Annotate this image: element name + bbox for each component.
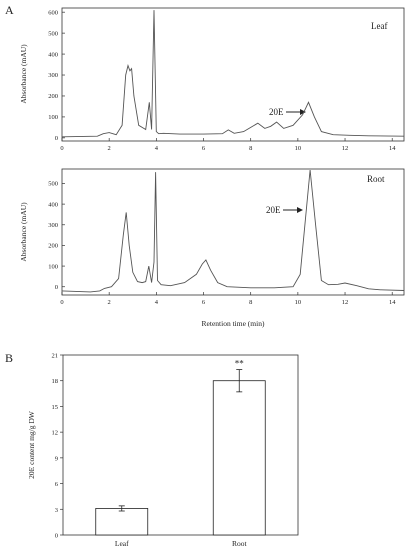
- leaf-20e-arrow-head: [300, 109, 306, 115]
- leaf-ytick-label: 0: [55, 135, 58, 142]
- bar-leaf: [95, 508, 149, 536]
- bar-ytick-label: 15: [52, 404, 59, 411]
- root-frame: [61, 168, 405, 296]
- root-xtick-label: 0: [60, 299, 63, 306]
- panel-a-label: A: [5, 3, 14, 17]
- root-trace: [61, 169, 405, 293]
- leaf-ytick-label: 400: [48, 51, 58, 58]
- root-ylabel: Absorbance (mAU): [19, 202, 28, 262]
- leaf-ytick-label: 200: [48, 93, 58, 100]
- root-xlabel: Retention time (min): [202, 319, 265, 328]
- bar-ytick-label: 6: [55, 481, 59, 488]
- leaf-axis-ticks: 0 2 4 6 8 10 12 14 0 100 200 300 400 500 600: [48, 9, 396, 152]
- leaf-xtick-label: 2: [108, 145, 111, 152]
- root-tag: Root: [367, 174, 385, 184]
- bar-category-label: Leaf: [115, 539, 129, 548]
- bar-ytick-label: 3: [55, 507, 58, 514]
- root-20e-arrow-head: [297, 207, 303, 213]
- root-xtick-label: 14: [389, 299, 396, 306]
- leaf-ytick-label: 500: [48, 30, 58, 37]
- root-ytick-label: 500: [48, 181, 58, 188]
- leaf-ytick-label: 100: [48, 114, 58, 121]
- leaf-20e-label: 20E: [269, 107, 284, 117]
- bar-ytick-label: 0: [55, 533, 58, 540]
- leaf-tag: Leaf: [371, 21, 387, 31]
- root-ytick-label: 200: [48, 243, 58, 250]
- root-ytick-label: 0: [55, 284, 58, 291]
- bar-ytick-label: 18: [52, 378, 59, 385]
- root-xtick-label: 6: [202, 299, 206, 306]
- chromatogram-root: 0 2 4 6 8 10 12 14 0 100 200 300 400 500 Absorbance (…: [19, 168, 405, 328]
- leaf-xtick-label: 12: [342, 145, 349, 152]
- root-xtick-label: 12: [342, 299, 349, 306]
- leaf-frame: [61, 7, 405, 142]
- leaf-ytick-label: 300: [48, 72, 58, 79]
- panel-b-label: B: [5, 351, 13, 365]
- leaf-ylabel: Absorbance (mAU): [19, 44, 28, 104]
- significance-marker: **: [235, 359, 245, 369]
- leaf-xtick-label: 10: [295, 145, 302, 152]
- root-ytick-label: 400: [48, 201, 58, 208]
- root-xtick-label: 2: [108, 299, 111, 306]
- root-axis-ticks: 0 2 4 6 8 10 12 14 0 100 200 300 400 500: [48, 181, 396, 306]
- bar-marks: Leaf Root **: [95, 359, 266, 548]
- root-xtick-label: 10: [295, 299, 302, 306]
- bar-category-label: Root: [232, 539, 248, 548]
- leaf-xtick-label: 8: [249, 145, 252, 152]
- leaf-ytick-label: 600: [48, 9, 58, 16]
- bar-chart: 0 3 6 9 12 15 18 21 20E content mg/g DW Leaf Roo…: [27, 353, 299, 548]
- leaf-xtick-label: 4: [155, 145, 159, 152]
- root-xtick-label: 8: [249, 299, 252, 306]
- root-ytick-label: 100: [48, 263, 58, 270]
- bar-root: [212, 380, 266, 536]
- bar-ylabel: 20E content mg/g DW: [27, 410, 36, 479]
- bar-ytick-label: 12: [52, 430, 59, 437]
- root-xtick-label: 4: [155, 299, 159, 306]
- root-ytick-label: 300: [48, 222, 58, 229]
- leaf-trace: [61, 10, 405, 138]
- bar-ytick-label: 9: [55, 455, 58, 462]
- leaf-xtick-label: 6: [202, 145, 206, 152]
- chromatogram-leaf: 0 2 4 6 8 10 12 14 0 100 200 300 400 500 600 Absorbanc…: [19, 7, 405, 152]
- bar-axis-ticks: 0 3 6 9 12 15 18 21: [52, 353, 63, 540]
- leaf-xtick-label: 0: [60, 145, 63, 152]
- bar-ytick-label: 21: [52, 353, 59, 360]
- leaf-xtick-label: 14: [389, 145, 396, 152]
- root-20e-label: 20E: [266, 205, 281, 215]
- bar-frame: [62, 354, 299, 536]
